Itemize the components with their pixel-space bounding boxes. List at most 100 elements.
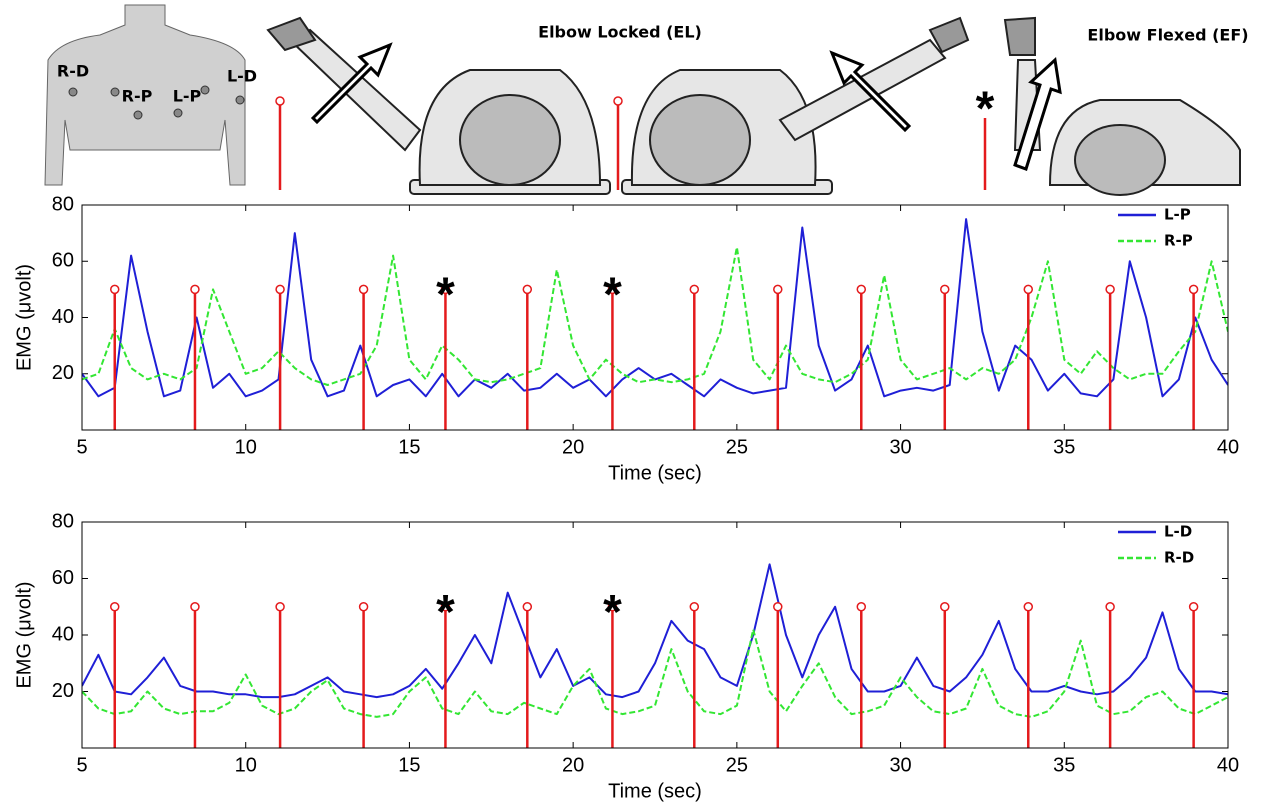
x-tick-label: 30 — [889, 754, 911, 776]
x-tick-label: 25 — [726, 436, 748, 458]
plot-frame — [81, 204, 1229, 431]
chart: 5 10 15 20 25 30 35 40 20 40 60 80 Time (sec) EMG (μv… — [13, 193, 1239, 484]
series-line — [82, 563, 1228, 699]
event-marker — [940, 284, 950, 295]
y-tick-label: 80 — [52, 510, 74, 532]
series-line — [82, 246, 1228, 386]
arrow — [310, 42, 393, 125]
x-tick-label: 35 — [1053, 436, 1075, 458]
event-marker — [856, 284, 867, 295]
y-axis-label: EMG (μvolt) — [13, 264, 35, 371]
legend-label: R-D — [1164, 549, 1194, 567]
event-marker — [1023, 602, 1034, 612]
series-group — [82, 218, 1228, 398]
x-tick-label: 40 — [1217, 754, 1239, 776]
illustration: R-D R-P L-P L-D Elbow Lo — [44, 4, 1249, 196]
x-axis-label: Time (sec) — [608, 462, 702, 484]
electrode — [200, 85, 210, 95]
person-image — [266, 16, 611, 195]
arrow — [829, 50, 912, 133]
event-marker — [109, 284, 120, 295]
event-marker — [190, 284, 200, 295]
event-marker — [275, 96, 285, 106]
x-tick-label: 30 — [889, 436, 911, 458]
plot-area — [82, 205, 1228, 430]
event-marker — [1105, 284, 1115, 295]
event-marker — [190, 602, 200, 612]
x-tick-label: 40 — [1217, 436, 1239, 458]
x-tick-label: 10 — [235, 754, 257, 776]
event-marker — [275, 284, 285, 295]
event-marker — [522, 602, 533, 612]
electrode — [68, 87, 78, 97]
x-tick-label: 20 — [562, 436, 584, 458]
event-marker — [689, 284, 700, 295]
y-tick-label: 60 — [52, 567, 74, 589]
y-tick-label: 20 — [52, 680, 74, 702]
asterisk: * — [976, 83, 995, 136]
series-line — [82, 218, 1228, 398]
event-marker — [440, 602, 451, 612]
legend-label: R-P — [1164, 232, 1193, 250]
electrode — [173, 108, 183, 118]
x-tick-label: 10 — [235, 436, 257, 458]
series-line — [82, 628, 1228, 718]
x-tick-label: 20 — [562, 754, 584, 776]
y-tick-label: 40 — [52, 306, 74, 328]
event-marker — [1105, 602, 1115, 612]
series-group — [82, 563, 1228, 718]
event-marker — [522, 284, 533, 295]
event-marker — [1023, 284, 1034, 295]
event-marker — [358, 602, 369, 612]
person-image — [621, 16, 970, 195]
event-marker — [440, 284, 451, 295]
arrow — [1013, 57, 1062, 171]
caption: Elbow Flexed (EF) — [1087, 26, 1248, 45]
x-axis-label: Time (sec) — [608, 780, 702, 802]
annotation: * — [436, 268, 455, 321]
legend-label: L-D — [1164, 523, 1192, 541]
electrode — [133, 110, 143, 120]
event-marker — [613, 96, 623, 106]
plot-area — [82, 522, 1228, 748]
electrode — [235, 95, 245, 105]
event-marker — [773, 602, 783, 612]
event-marker — [358, 284, 369, 295]
annotation: * — [436, 586, 455, 639]
caption: Elbow Locked (EL) — [538, 23, 702, 42]
event-marker — [607, 284, 618, 295]
x-tick-label: 35 — [1053, 754, 1075, 776]
event-marker — [940, 602, 950, 612]
event-marker — [109, 602, 120, 612]
plot-frame — [81, 521, 1229, 749]
y-tick-label: 80 — [52, 193, 74, 215]
y-tick-label: 40 — [52, 623, 74, 645]
legend-label: L-P — [1164, 206, 1191, 224]
chart: 5 10 15 20 25 30 35 40 20 40 60 80 Time (sec) EMG (μv… — [13, 510, 1239, 802]
y-tick-label: 60 — [52, 250, 74, 272]
annotation: * — [603, 586, 622, 639]
electrode — [110, 87, 120, 97]
x-tick-label: 25 — [726, 754, 748, 776]
event-marker — [275, 602, 285, 612]
event-marker — [689, 602, 700, 612]
electrode-label: L-D — [227, 67, 257, 86]
person-image — [1003, 16, 1241, 196]
torso-image — [44, 4, 246, 186]
event-marker — [856, 602, 867, 612]
electrode-label: L-P — [173, 87, 202, 106]
x-tick-label: 5 — [76, 436, 87, 458]
electrode-label: R-D — [57, 62, 89, 81]
annotation: * — [603, 268, 622, 321]
event-marker — [773, 284, 783, 295]
y-tick-label: 20 — [52, 362, 74, 384]
event-marker — [1188, 284, 1199, 295]
x-tick-label: 5 — [76, 754, 87, 776]
event-marker — [1188, 602, 1199, 612]
y-axis-label: EMG (μvolt) — [13, 581, 35, 688]
event-marker — [607, 602, 618, 612]
x-tick-label: 15 — [398, 436, 420, 458]
electrode-label: R-P — [122, 87, 153, 106]
x-tick-label: 15 — [398, 754, 420, 776]
